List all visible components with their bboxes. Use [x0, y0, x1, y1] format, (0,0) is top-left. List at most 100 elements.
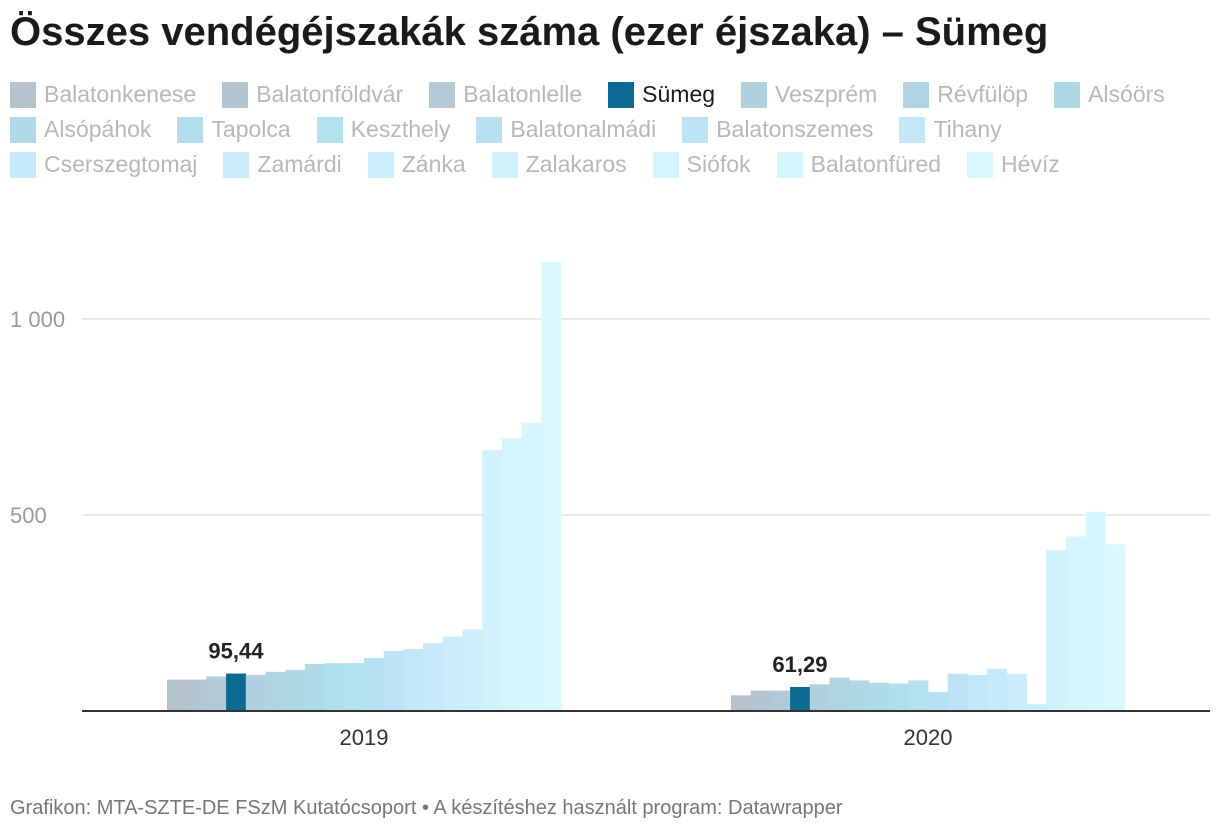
legend-item[interactable]: Zamárdi: [223, 151, 342, 178]
legend-swatch: [476, 116, 503, 143]
legend-label: Siófok: [686, 151, 751, 177]
legend-swatch: [899, 116, 926, 143]
y-tick-label: 1 000: [10, 307, 65, 332]
legend-item[interactable]: Balatonlelle: [429, 81, 582, 108]
legend-label: Balatonkenese: [44, 81, 197, 107]
legend-swatch: [776, 151, 803, 178]
value-label: 95,44: [208, 639, 264, 664]
legend-swatch: [1054, 81, 1081, 108]
legend-label: Hévíz: [1001, 151, 1060, 177]
legend-swatch: [903, 81, 930, 108]
legend-label: Balatonfüred: [810, 151, 942, 177]
legend-swatch: [367, 151, 394, 178]
bar: [304, 663, 325, 711]
bar: [186, 679, 207, 711]
source-credit: Grafikon: MTA-SZTE-DE FSzM Kutatócsoport: [10, 797, 417, 819]
legend-item[interactable]: Tihany: [899, 116, 1002, 143]
bar: [167, 679, 188, 711]
bar: [1006, 673, 1027, 711]
legend-item[interactable]: Tapolca: [177, 116, 291, 143]
footer-separator: •: [421, 797, 429, 819]
legend: Balatonkenese Balatonföldvár Balatonlelle S…: [10, 81, 1210, 178]
bar: [829, 677, 850, 711]
legend-label: Tapolca: [211, 116, 291, 142]
legend-swatch: [608, 81, 635, 108]
legend-swatch: [10, 151, 36, 178]
bar: [888, 683, 909, 711]
legend-label: Alsópáhok: [44, 116, 152, 142]
bar: [1065, 536, 1086, 711]
bar: [770, 690, 791, 711]
legend-item[interactable]: Keszthely: [316, 116, 451, 143]
bar: [324, 663, 345, 711]
legend-item[interactable]: Alsópáhok: [10, 116, 152, 143]
bar: [809, 684, 830, 711]
legend-label: Keszthely: [350, 116, 451, 142]
bar: [731, 695, 752, 711]
legend-item[interactable]: Balatonalmádi: [476, 116, 656, 143]
bar: [541, 261, 562, 711]
legend-swatch: [316, 116, 343, 143]
legend-swatch: [10, 116, 36, 143]
bar: [987, 668, 1008, 711]
legend-label: Zánka: [401, 151, 466, 177]
legend-label: Sümeg: [642, 81, 716, 107]
bar: [265, 671, 286, 711]
bar: [928, 692, 949, 711]
legend-item[interactable]: Révfülöp: [903, 81, 1029, 108]
legend-swatch: [741, 81, 768, 108]
legend-label: Balatonföldvár: [256, 81, 404, 107]
value-label: 61,29: [772, 652, 827, 677]
legend-swatch: [223, 151, 250, 178]
tool-credit: A készítéshez használt program: Datawrap…: [433, 797, 843, 819]
x-tick-label: 2019: [340, 725, 389, 750]
bar: [1105, 544, 1126, 711]
legend-swatch: [10, 81, 36, 108]
legend-item[interactable]: Zánka: [367, 151, 466, 178]
legend-item[interactable]: Siófok: [652, 151, 751, 178]
legend-label: Zamárdi: [257, 151, 342, 177]
legend-label: Balatonszemes: [716, 116, 874, 142]
legend-item[interactable]: Hévíz: [967, 151, 1060, 178]
bar: [442, 636, 463, 711]
bar: [868, 682, 889, 711]
legend-swatch: [652, 151, 679, 178]
bar: [206, 676, 227, 711]
bar: [501, 438, 522, 711]
legend-item[interactable]: Balatonszemes: [682, 116, 874, 143]
bar: [967, 674, 988, 711]
bar: [1085, 511, 1106, 711]
bar: [790, 686, 811, 711]
legend-swatch: [491, 151, 518, 178]
legend-label: Révfülöp: [937, 81, 1029, 107]
bar: [849, 680, 870, 711]
legend-item[interactable]: Zalakaros: [491, 151, 627, 178]
x-tick-label: 2020: [904, 725, 953, 750]
legend-item[interactable]: Alsóörs: [1054, 81, 1165, 108]
bar: [344, 663, 365, 711]
legend-item[interactable]: Veszprém: [741, 81, 877, 108]
legend-label: Alsóörs: [1088, 81, 1165, 107]
bar: [1046, 550, 1067, 711]
legend-label: Cserszegtomaj: [44, 151, 198, 177]
legend-swatch: [222, 81, 249, 108]
legend-label: Tihany: [933, 116, 1002, 142]
y-tick-label: 500: [10, 503, 47, 528]
legend-swatch: [967, 151, 994, 178]
legend-swatch: [682, 116, 709, 143]
bar: [947, 673, 968, 711]
bar: [750, 690, 771, 711]
legend-item[interactable]: Balatonkenese: [10, 81, 197, 108]
legend-swatch: [429, 81, 456, 108]
bar: [383, 650, 404, 711]
chart-title: Összes vendégéjszakák száma (ezer éjszak…: [10, 10, 1049, 54]
legend-swatch: [177, 116, 204, 143]
legend-item[interactable]: Balatonfüred: [776, 151, 942, 178]
legend-item[interactable]: Cserszegtomaj: [10, 151, 198, 178]
bar: [403, 649, 424, 711]
legend-item[interactable]: Balatonföldvár: [222, 81, 404, 108]
bar: [521, 422, 542, 711]
bar: [364, 658, 385, 711]
legend-item[interactable]: Sümeg: [608, 81, 716, 108]
bar: [245, 674, 266, 711]
